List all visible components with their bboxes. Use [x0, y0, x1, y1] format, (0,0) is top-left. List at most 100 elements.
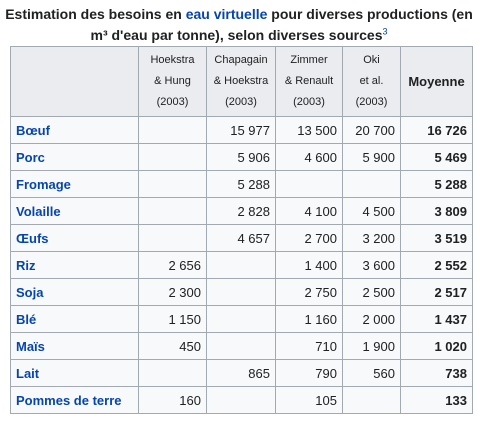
average-cell: 738	[400, 359, 473, 387]
value-cell: 560	[342, 359, 401, 387]
table-row: Riz 2 656 1 400 3 600 2 552	[10, 251, 473, 279]
average-cell: 133	[400, 386, 473, 414]
value-cell: 15 977	[206, 116, 276, 144]
header-line: (2003)	[156, 96, 189, 108]
table-row: Soja 2 300 2 750 2 500 2 517	[10, 278, 473, 306]
value-cell: 1 160	[275, 305, 343, 333]
average-cell: 3 809	[400, 197, 473, 225]
value-cell	[342, 170, 401, 198]
value-cell: 3 200	[342, 224, 401, 252]
header-source-chapagain-hoekstra: Chapagain & Hoekstra (2003)	[206, 46, 276, 117]
table-caption: Estimation des besoins en eau virtuelle …	[0, 4, 478, 46]
average-cell: 16 726	[400, 116, 473, 144]
value-cell: 4 500	[342, 197, 401, 225]
value-cell	[206, 332, 276, 360]
header-line: & Hung	[154, 75, 191, 87]
value-cell: 4 600	[275, 143, 343, 171]
header-corner	[10, 46, 139, 117]
caption-suffix: pour diverses productions (en m³ d'eau p…	[90, 6, 473, 43]
header-line: Chapagain	[214, 54, 268, 66]
value-cell: 13 500	[275, 116, 343, 144]
table-row: Bœuf 15 977 13 500 20 700 16 726	[10, 116, 473, 144]
value-cell: 1 150	[138, 305, 207, 333]
value-cell	[138, 116, 207, 144]
caption-link-eau-virtuelle[interactable]: eau virtuelle	[185, 6, 268, 22]
table-row: Pommes de terre 160 105 133	[10, 386, 473, 414]
product-link[interactable]: Lait	[10, 359, 139, 387]
average-cell: 1 437	[400, 305, 473, 333]
average-cell: 2 517	[400, 278, 473, 306]
header-source-oki: Oki et al. (2003)	[342, 46, 401, 117]
reference-link[interactable]: 3	[382, 26, 388, 37]
product-link[interactable]: Maïs	[10, 332, 139, 360]
value-cell: 2 656	[138, 251, 207, 279]
header-source-zimmer-renault: Zimmer & Renault (2003)	[275, 46, 343, 117]
table-row: Blé 1 150 1 160 2 000 1 437	[10, 305, 473, 333]
value-cell: 160	[138, 386, 207, 414]
value-cell: 1 900	[342, 332, 401, 360]
value-cell: 2 700	[275, 224, 343, 252]
product-link[interactable]: Volaille	[10, 197, 139, 225]
value-cell	[275, 170, 343, 198]
header-line: Zimmer	[290, 54, 328, 66]
product-link[interactable]: Riz	[10, 251, 139, 279]
table-row: Porc 5 906 4 600 5 900 5 469	[10, 143, 473, 171]
value-cell: 2 828	[206, 197, 276, 225]
value-cell	[138, 170, 207, 198]
header-average: Moyenne	[400, 46, 473, 117]
caption-prefix: Estimation des besoins en	[5, 6, 186, 22]
value-cell: 20 700	[342, 116, 401, 144]
average-cell: 1 020	[400, 332, 473, 360]
water-needs-table: Hoekstra & Hung (2003) Chapagain & Hoeks…	[10, 46, 473, 414]
value-cell: 5 900	[342, 143, 401, 171]
value-cell	[138, 197, 207, 225]
header-row: Hoekstra & Hung (2003) Chapagain & Hoeks…	[10, 46, 473, 117]
value-cell	[206, 305, 276, 333]
value-cell	[206, 251, 276, 279]
value-cell	[138, 359, 207, 387]
header-line: (2003)	[293, 96, 325, 108]
average-cell: 5 469	[400, 143, 473, 171]
value-cell: 3 600	[342, 251, 401, 279]
value-cell	[138, 224, 207, 252]
product-link[interactable]: Pommes de terre	[10, 386, 139, 414]
product-link[interactable]: Blé	[10, 305, 139, 333]
value-cell: 865	[206, 359, 276, 387]
value-cell: 2 500	[342, 278, 401, 306]
value-cell	[206, 278, 276, 306]
header-line: Hoekstra	[150, 54, 195, 66]
average-cell: 2 552	[400, 251, 473, 279]
average-cell: 3 519	[400, 224, 473, 252]
table-row: Œufs 4 657 2 700 3 200 3 519	[10, 224, 473, 252]
header-line: (2003)	[355, 96, 388, 108]
header-line: (2003)	[225, 96, 257, 108]
value-cell: 790	[275, 359, 343, 387]
product-link[interactable]: Soja	[10, 278, 139, 306]
value-cell: 2 000	[342, 305, 401, 333]
product-link[interactable]: Fromage	[10, 170, 139, 198]
average-cell: 5 288	[400, 170, 473, 198]
header-line: Oki	[363, 54, 380, 66]
value-cell: 105	[275, 386, 343, 414]
table-row: Fromage 5 288 5 288	[10, 170, 473, 198]
table-row: Maïs 450 710 1 900 1 020	[10, 332, 473, 360]
product-link[interactable]: Œufs	[10, 224, 139, 252]
product-link[interactable]: Bœuf	[10, 116, 139, 144]
value-cell: 4 657	[206, 224, 276, 252]
value-cell	[206, 386, 276, 414]
table-row: Volaille 2 828 4 100 4 500 3 809	[10, 197, 473, 225]
value-cell: 1 400	[275, 251, 343, 279]
product-link[interactable]: Porc	[10, 143, 139, 171]
value-cell	[138, 143, 207, 171]
header-line: & Renault	[284, 75, 334, 87]
value-cell: 5 288	[206, 170, 276, 198]
value-cell: 710	[275, 332, 343, 360]
value-cell: 2 750	[275, 278, 343, 306]
value-cell: 5 906	[206, 143, 276, 171]
header-source-hoekstra-hung: Hoekstra & Hung (2003)	[138, 46, 207, 117]
header-line: & Hoekstra	[213, 75, 269, 87]
value-cell	[342, 386, 401, 414]
header-line: et al.	[359, 75, 384, 87]
value-cell: 4 100	[275, 197, 343, 225]
